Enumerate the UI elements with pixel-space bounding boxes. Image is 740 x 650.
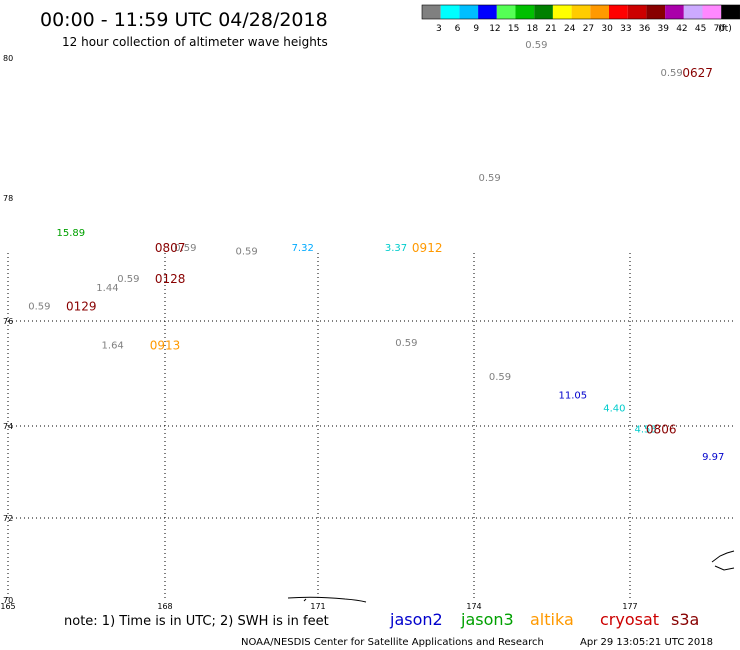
colorbar-label: 9 [473,24,479,34]
colorbar-swatch [590,5,609,19]
wave-height-label: 0.59 [235,246,257,257]
lon-tick-label: 168 [157,602,172,611]
chart-title: 00:00 - 11:59 UTC 04/28/2018 [40,9,328,31]
colorbar-swatch [646,5,666,19]
colorbar-label: 6 [455,24,461,34]
colorbar-label: 27 [583,24,594,34]
colorbar-label: 45 [695,24,706,34]
wave-height-label: 11.05 [558,391,587,402]
colorbar-swatch [683,5,703,19]
wave-height-label: 9.97 [702,452,724,463]
colorbar-label: 33 [620,24,631,34]
lat-tick-label: 76 [3,317,13,326]
colorbar-swatch [478,5,497,19]
colorbar-swatch [496,5,516,19]
colorbar-swatch [552,5,572,19]
colorbar-swatch [515,5,535,19]
footer-note: note: 1) Time is in UTC; 2) SWH is in fe… [64,614,329,629]
footer-timestamp: Apr 29 13:05:21 UTC 2018 [580,637,713,648]
lat-tick-label: 80 [3,54,13,63]
wave-height-label: 0.59 [174,243,196,254]
colorbar-swatch [571,5,591,19]
wave-height-label: 0.59 [489,372,511,383]
colorbar-swatch [534,5,553,19]
wave-height-label: 0.59 [478,173,500,184]
chart-subtitle: 12 hour collection of altimeter wave hei… [62,35,328,49]
pass-time-label: 0806 [646,422,677,436]
pass-times: 0807 0128 0129 0913 0912 0806 0627 [66,66,713,436]
wave-height-label: 4.40 [603,404,625,415]
pass-time-label: 0913 [150,339,181,353]
lon-tick-label: 171 [310,602,325,611]
lat-tick-label: 72 [3,514,13,523]
colorbar-label: 3 [436,24,442,34]
satellite-name-jason2: jason2 [389,610,443,629]
coastline-fragments [287,550,735,603]
colorbar-swatch [440,5,460,19]
color-scale-legend: 3 6 9 12 15 18 21 24 27 30 33 36 39 42 45 70(ft) [421,4,740,34]
lat-lon-grid [7,253,736,600]
colorbar-label: 36 [639,24,651,34]
colorbar-swatch [609,5,628,19]
satellite-name-altika: altika [530,610,574,629]
satellite-name-jason3: jason3 [460,610,514,629]
lon-tick-label: 177 [622,602,637,611]
colorbar-swatch [721,5,740,19]
satellite-name-cryosat: cryosat [600,610,659,629]
satellite-legend: jason2 jason3 altika cryosat s3a [389,610,699,629]
colorbar-label: 15 [508,24,519,34]
colorbar-label: 30 [601,24,613,34]
wave-height-label: 15.89 [56,228,85,239]
wave-height-label: 0.59 [395,338,417,349]
footer-credit: NOAA/NESDIS Center for Satellite Applica… [241,637,544,648]
colorbar-swatch [665,5,684,19]
wave-height-label: 0.59 [28,302,50,313]
colorbar-swatch [422,5,441,19]
colorbar-swatch [459,5,479,19]
wave-height-label: 3.37 [385,243,407,254]
wave-height-label: 1.64 [102,341,124,352]
pass-time-label: 0627 [682,66,713,80]
pass-time-label: 0128 [155,272,186,286]
wave-height-label: 1.44 [96,283,118,294]
wave-height-label: 7.32 [292,243,314,254]
lat-tick-label: 78 [3,194,13,203]
pass-time-label: 0912 [412,241,443,255]
lon-tick-label: 165 [0,602,15,611]
colorbar-label: 70 [714,24,726,34]
lon-tick-label: 174 [466,602,481,611]
colorbar-label: 24 [564,24,576,34]
wave-height-label: 0.59 [660,68,682,79]
colorbar-swatch [702,5,722,19]
colorbar-label: 12 [489,24,500,34]
pass-time-label: 0807 [155,241,186,255]
colorbar-label: 21 [545,24,556,34]
colorbar-label: 18 [527,24,539,34]
pass-time-label: 0129 [66,300,97,314]
wave-height-label: 0.59 [525,40,547,51]
colorbar-swatch [627,5,647,19]
lat-tick-label: 74 [3,422,13,431]
colorbar-label: 39 [658,24,670,34]
lat-tick-label: 70 [3,596,13,605]
colorbar-label: 42 [676,24,687,34]
wave-height-label: 4.55 [634,424,656,435]
colorbar-label: (ft) [718,24,732,34]
satellite-name-s3a: s3a [671,610,699,629]
wave-height-label: 0.59 [117,274,139,285]
